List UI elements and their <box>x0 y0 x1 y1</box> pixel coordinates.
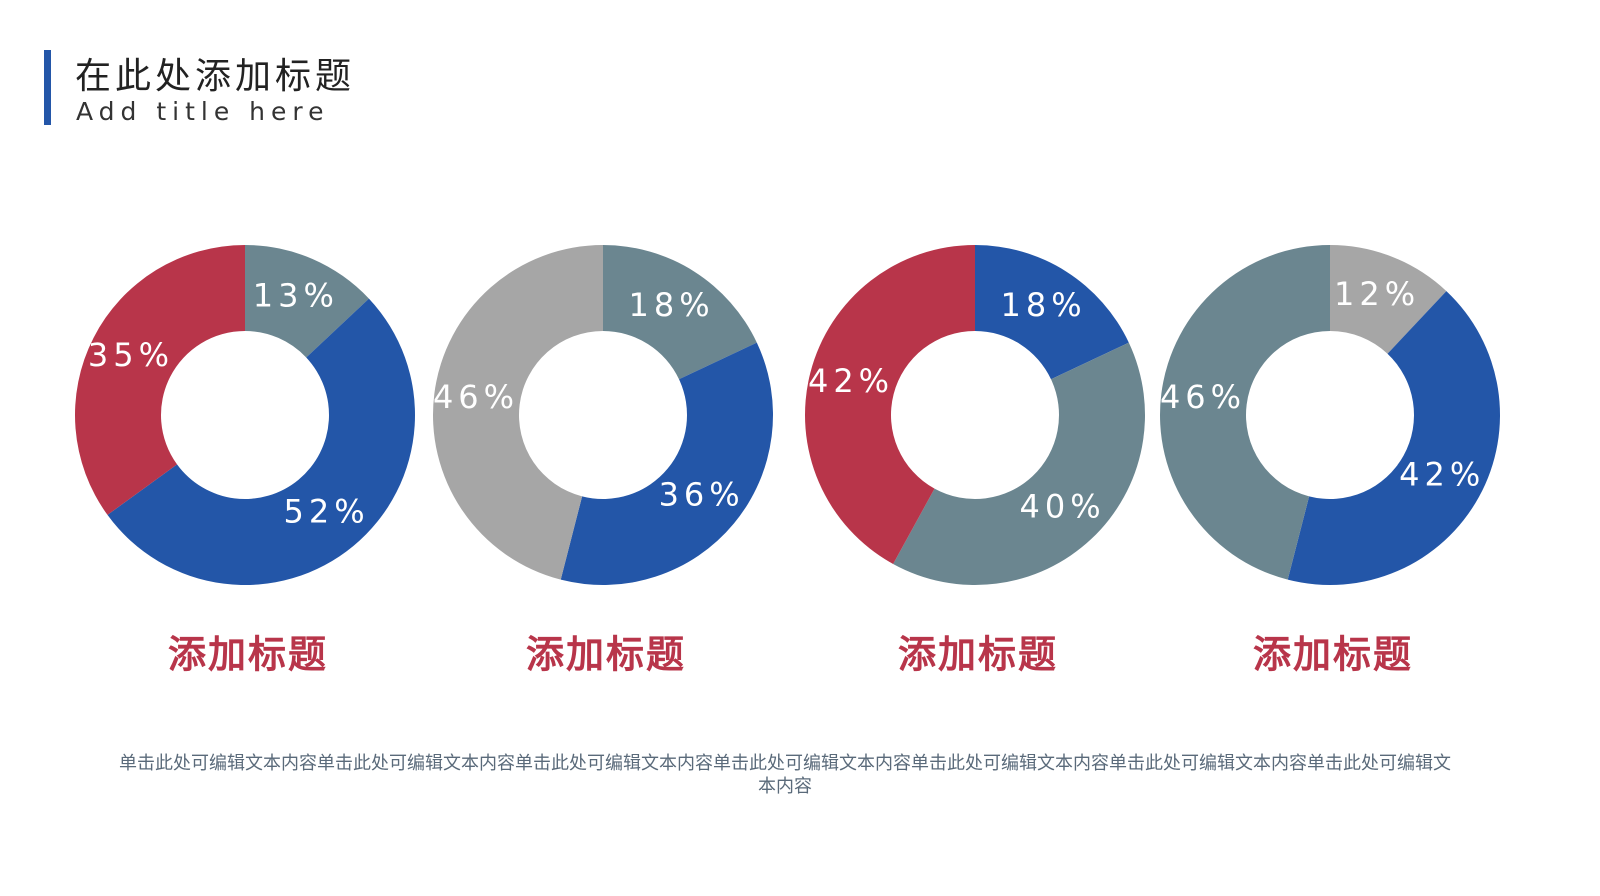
data-label: 40% <box>1020 487 1106 525</box>
body-text: 单击此处可编辑文本内容单击此处可编辑文本内容单击此处可编辑文本内容单击此处可编辑… <box>119 753 1451 796</box>
data-label: 13% <box>253 277 339 315</box>
chart-title: 添加标题 <box>1253 633 1413 677</box>
data-label: 36% <box>659 476 745 514</box>
donut-slice <box>560 342 773 585</box>
data-label: 42% <box>1399 456 1485 494</box>
data-label: 18% <box>629 286 715 324</box>
donut-slice <box>805 245 975 564</box>
data-label: 46% <box>433 378 519 416</box>
donut-slice <box>74 245 245 515</box>
chart-title: 添加标题 <box>168 633 328 677</box>
chart-title: 添加标题 <box>526 633 686 677</box>
data-label: 52% <box>284 493 370 531</box>
donut-slice <box>1330 245 1447 354</box>
title-bar <box>44 50 51 125</box>
data-label: 12% <box>1334 275 1420 313</box>
donut-slice <box>975 245 1129 380</box>
donut-slice <box>107 298 415 585</box>
donut-slice <box>245 245 369 358</box>
slide-title: 在此处添加标题 <box>75 56 355 97</box>
chart-title: 添加标题 <box>898 633 1058 677</box>
data-label: 42% <box>808 362 894 400</box>
donut-slice <box>1287 291 1500 585</box>
data-label: 18% <box>1001 286 1087 324</box>
donut-slice <box>1160 244 1330 580</box>
donut-slice <box>893 342 1145 585</box>
donut-slice <box>433 244 603 580</box>
donut-slice <box>603 245 757 380</box>
data-label: 35% <box>88 336 174 374</box>
slide-subtitle: Add title here <box>76 97 330 126</box>
data-label: 46% <box>1160 378 1246 416</box>
